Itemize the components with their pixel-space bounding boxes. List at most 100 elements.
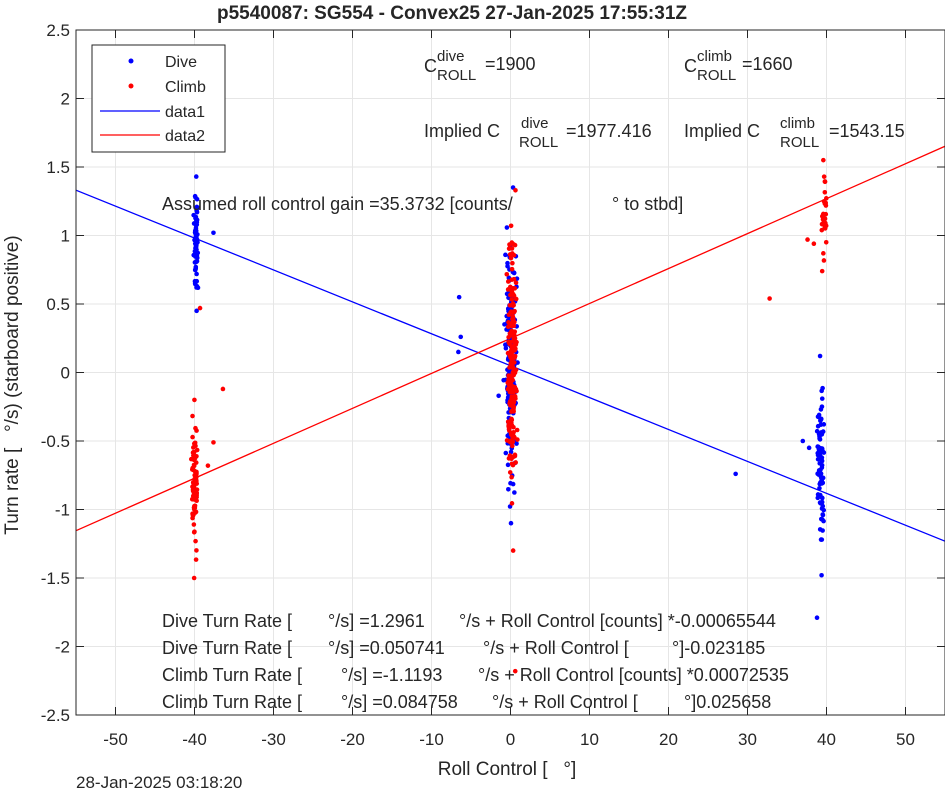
climb-point	[191, 483, 196, 488]
climb-point	[508, 400, 513, 406]
climb-point	[190, 413, 195, 419]
dive-point	[505, 462, 511, 468]
climb-point	[509, 397, 514, 402]
climb-point	[509, 474, 514, 480]
climb-point	[192, 497, 197, 502]
climb-point	[821, 174, 827, 179]
climb-point	[508, 223, 514, 229]
climb-point	[510, 377, 515, 383]
dive-point	[818, 417, 824, 422]
dive-point	[192, 281, 198, 287]
climb-point	[819, 227, 825, 233]
climb-point	[190, 513, 196, 518]
dive-point	[506, 486, 511, 492]
dive-point	[815, 423, 821, 429]
y-tick-label: 1.5	[46, 158, 70, 177]
x-tick-label: 10	[580, 730, 599, 749]
fit-eq-3a: Climb Turn Rate [	[162, 665, 302, 685]
climb-point	[514, 427, 520, 433]
climb-point	[194, 548, 199, 553]
dive-point	[511, 270, 517, 276]
climb-point	[513, 280, 519, 286]
dive-point	[504, 225, 510, 230]
dive-point	[819, 396, 825, 401]
climb-point	[509, 358, 515, 363]
legend-data1-label: data1	[165, 104, 205, 121]
dive-point	[456, 349, 461, 355]
legend-dive-label: Dive	[165, 54, 197, 71]
climb-point	[193, 460, 199, 465]
climb-point	[192, 397, 197, 403]
x-tick-label: -50	[103, 730, 128, 749]
dive-point	[816, 472, 822, 477]
climb-point	[211, 440, 216, 445]
climb-point	[509, 501, 515, 506]
climb-point	[507, 242, 512, 247]
dive-point	[501, 377, 506, 383]
dive-point	[817, 353, 823, 359]
dive-point	[193, 174, 199, 179]
dive-point	[817, 437, 823, 442]
climb-point	[821, 157, 826, 163]
dive-point	[505, 260, 510, 266]
dive-point	[194, 308, 199, 314]
climb-point	[822, 224, 828, 230]
climb-point	[191, 449, 196, 455]
dive-point	[815, 456, 821, 462]
dive-point	[194, 255, 200, 261]
dive-point	[819, 388, 824, 394]
x-tick-label: 30	[738, 730, 757, 749]
x-tick-label: 20	[659, 730, 678, 749]
dive-point	[819, 506, 825, 511]
axis-ticks: -50 -40 -30 -20 -10 0 10 20 30 40 50-2.5-2-1.5-1-0…	[41, 21, 945, 749]
dive-point	[194, 196, 200, 202]
climb-point	[822, 189, 828, 195]
dive-point	[508, 520, 514, 526]
dive-point	[815, 414, 821, 420]
climb-point	[507, 302, 513, 308]
c-climb-sup: climb	[697, 48, 732, 65]
climb-point	[506, 426, 512, 432]
climb-point	[811, 241, 817, 247]
dive-point	[193, 215, 198, 221]
climb-point	[805, 237, 810, 242]
dive-point	[503, 252, 508, 258]
fit-eq-1b: °/s] =1.2961	[328, 611, 425, 631]
climb-point	[506, 334, 511, 340]
fit-eq-4c: °/s + Roll Control [	[492, 692, 638, 712]
dive-point	[819, 475, 824, 481]
x-tick-label: 40	[817, 730, 836, 749]
climb-point	[511, 454, 516, 460]
climb-point	[509, 328, 515, 334]
y-tick-label: 0.5	[46, 295, 70, 314]
legend-climb-label: Climb	[165, 79, 206, 96]
climb-point	[192, 468, 198, 474]
c-dive-value: =1900	[485, 54, 536, 74]
implied-climb-prefix: Implied C	[684, 121, 760, 141]
climb-point	[509, 246, 515, 251]
climb-point	[819, 268, 825, 274]
climb-point	[510, 443, 515, 449]
y-tick-label: -0.5	[41, 432, 70, 451]
gain-annotation-part2: ° to stbd]	[612, 194, 683, 214]
climb-point	[510, 462, 516, 468]
implied-climb-sup: climb	[780, 115, 815, 132]
dive-point	[195, 250, 201, 256]
dive-point	[800, 438, 806, 444]
dive-point	[819, 537, 825, 542]
y-tick-label: -1	[55, 501, 70, 520]
c-dive-sub: ROLL	[437, 67, 476, 84]
climb-point	[510, 437, 515, 442]
dive-point	[512, 490, 517, 495]
dive-point	[456, 294, 462, 300]
x-axis-label: Roll Control [ °]	[438, 759, 577, 780]
climb-point	[194, 447, 200, 453]
dive-point	[806, 445, 812, 451]
scatter-points	[189, 157, 829, 674]
dive-point	[510, 481, 516, 487]
dive-point	[819, 432, 825, 437]
fit-eq-2b: °/s] =0.050741	[328, 638, 445, 658]
dive-point	[191, 252, 197, 258]
dive-point	[194, 209, 200, 215]
